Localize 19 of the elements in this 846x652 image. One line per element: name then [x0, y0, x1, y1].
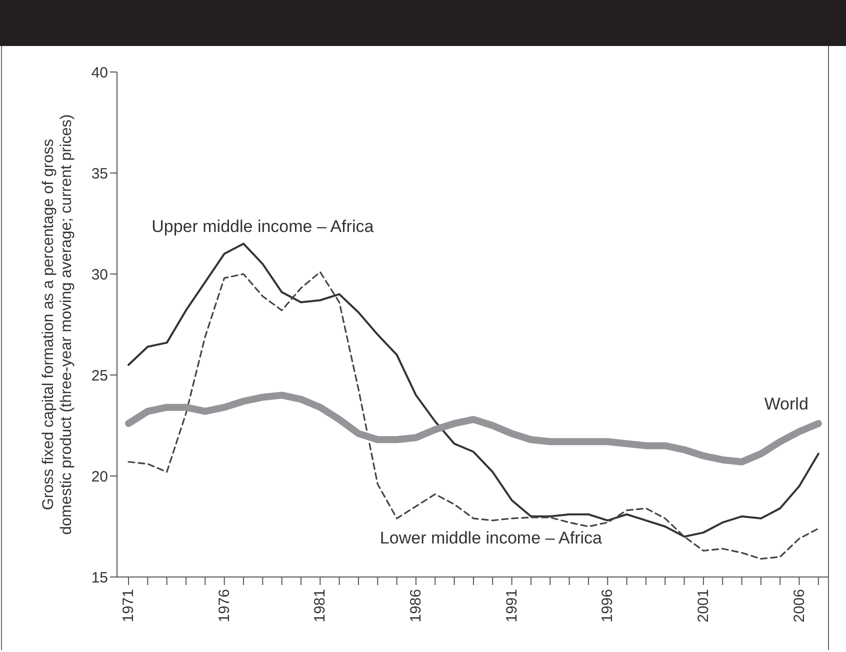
series-label: Lower middle income – Africa: [380, 528, 603, 548]
x-tick-label: 2006: [790, 589, 808, 622]
line-series: [128, 271, 820, 560]
x-tick-label: 1986: [407, 589, 424, 622]
series-label: Upper middle income – Africa: [152, 216, 374, 236]
y-tick-label: 30: [91, 266, 108, 284]
x-tick-label: 1991: [503, 589, 520, 622]
y-tick-label: 25: [91, 367, 108, 384]
y-tick-label: 15: [91, 569, 108, 586]
y-axis-title: Gross fixed capital formation as a percentage of gross domestic product (three-year moving average; current prices): [40, 114, 75, 535]
y-tick-label: 40: [91, 64, 108, 82]
x-tick-label: 1976: [216, 589, 233, 622]
x-tick-label: 1981: [312, 589, 329, 622]
series-label: World: [764, 394, 808, 414]
x-tick-label: 1996: [599, 589, 616, 622]
x-tick-label: 1971: [120, 589, 137, 622]
x-tick-label: 2001: [694, 589, 712, 622]
y-tick-label: 20: [91, 468, 108, 486]
y-tick-label: 35: [91, 165, 108, 182]
